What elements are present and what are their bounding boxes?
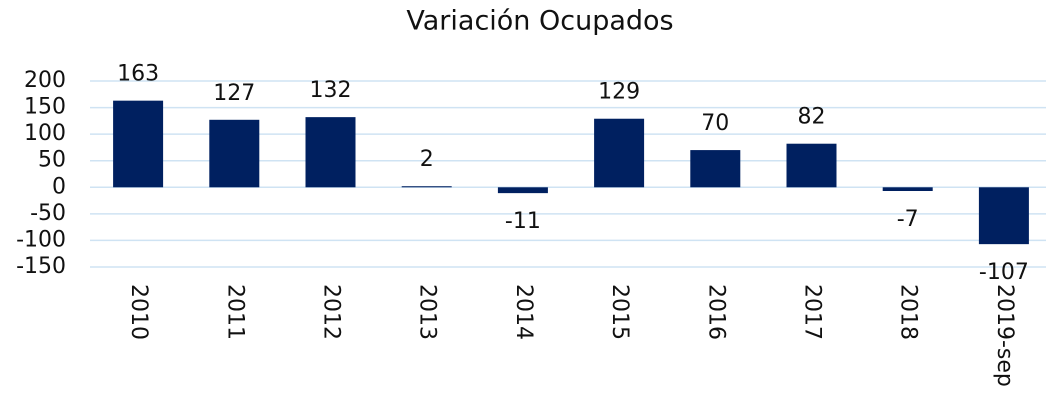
- x-tick-label: 2019-sep: [992, 284, 1017, 387]
- x-tick-label: 2014: [511, 284, 536, 340]
- x-tick-label: 2015: [607, 284, 632, 340]
- y-tick-label: -50: [30, 201, 66, 226]
- x-tick-label: 2011: [222, 284, 247, 340]
- x-tick-label: 2013: [415, 284, 440, 340]
- bar: [305, 117, 356, 188]
- data-label: -7: [897, 207, 919, 232]
- y-tick-label: 50: [38, 148, 66, 173]
- bar: [594, 118, 645, 188]
- bar: [401, 186, 452, 188]
- bar: [882, 187, 933, 192]
- x-tick-label: 2010: [126, 284, 151, 340]
- data-label: 82: [798, 105, 826, 130]
- x-tick-label: 2016: [703, 284, 728, 340]
- data-label: 132: [310, 78, 352, 103]
- x-tick-label: 2017: [800, 284, 825, 340]
- data-label: 2: [420, 147, 434, 172]
- y-tick-label: 150: [24, 95, 66, 120]
- data-label: 163: [117, 62, 159, 87]
- x-tick-label: 2018: [896, 284, 921, 340]
- data-label: -107: [979, 260, 1029, 285]
- bar: [690, 150, 741, 188]
- data-label: 129: [598, 80, 640, 105]
- y-tick-label: 200: [24, 68, 66, 93]
- x-tick-label: 2012: [319, 284, 344, 340]
- bar: [113, 100, 164, 188]
- bar: [209, 119, 260, 188]
- y-tick-label: -100: [16, 227, 66, 252]
- y-tick-label: 100: [24, 121, 66, 146]
- y-tick-label: 0: [52, 174, 66, 199]
- bar: [786, 143, 837, 188]
- data-label: 127: [213, 81, 255, 106]
- data-label: 70: [701, 111, 729, 136]
- y-tick-label: -150: [16, 254, 66, 279]
- bar: [497, 187, 548, 194]
- chart-title: Variación Ocupados: [406, 6, 673, 37]
- bar: [978, 187, 1029, 245]
- data-label: -11: [505, 209, 541, 234]
